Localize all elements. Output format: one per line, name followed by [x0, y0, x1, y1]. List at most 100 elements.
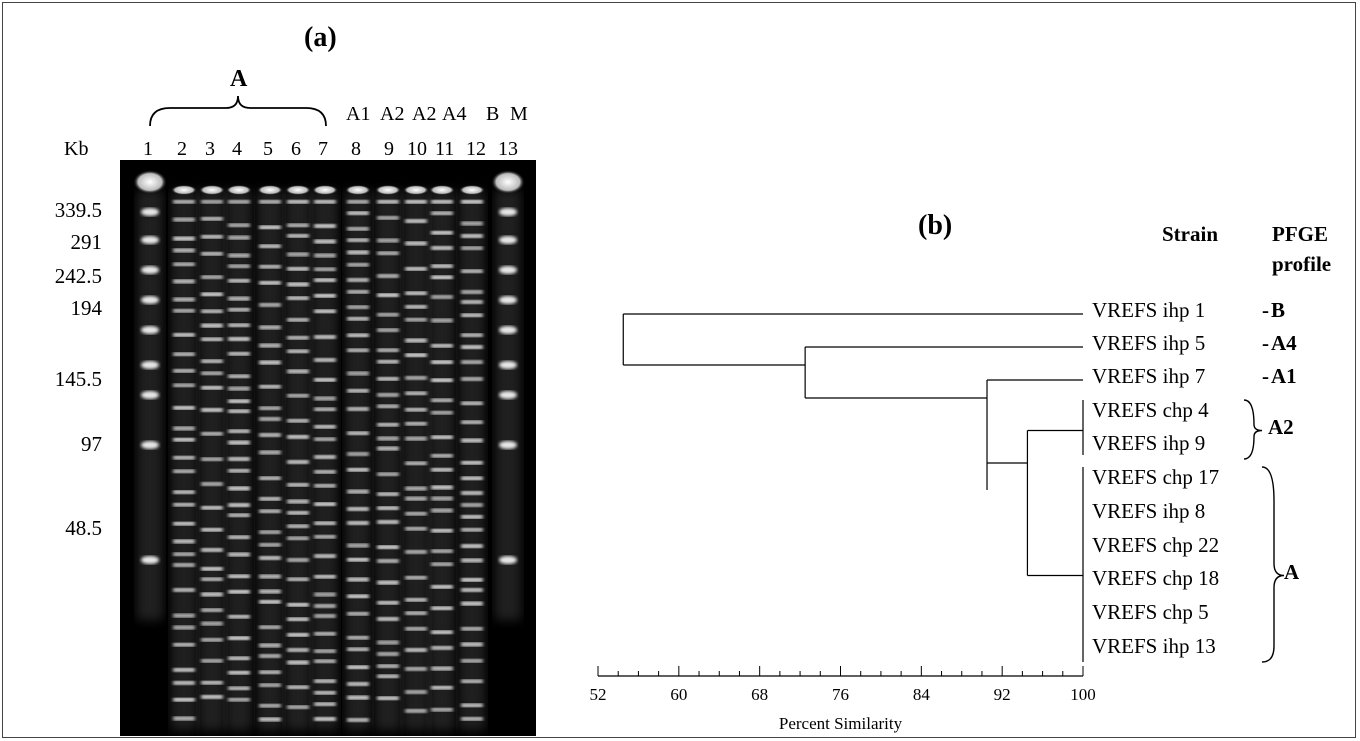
gel-band — [201, 292, 223, 297]
gel-band — [259, 264, 281, 269]
gel-band — [314, 649, 336, 653]
gel-band — [405, 353, 427, 357]
gel-band — [347, 647, 369, 652]
size-marker: 242.5 — [54, 264, 102, 288]
gel-band — [201, 431, 223, 436]
gel-band — [259, 433, 281, 437]
gel-band — [201, 680, 223, 685]
gel-band — [347, 543, 369, 548]
gel-band — [461, 626, 483, 631]
profile-header-line1: PFGE — [1272, 222, 1328, 246]
gel-band — [173, 333, 195, 337]
lane-number: 3 — [205, 138, 215, 160]
gel-band — [405, 219, 427, 223]
profile-dash: - — [1262, 298, 1269, 322]
gel-band — [405, 407, 427, 412]
lane-smear — [403, 190, 429, 730]
gel-band — [461, 588, 483, 592]
gel-well — [491, 170, 525, 194]
gel-band — [141, 441, 159, 449]
gel-band — [259, 360, 281, 365]
gel-band — [431, 666, 453, 671]
gel-band — [314, 239, 336, 244]
gel-band — [287, 460, 309, 464]
gel-band — [259, 543, 281, 547]
gel-band — [405, 598, 427, 602]
gel-band — [347, 718, 369, 722]
gel-band — [201, 408, 223, 412]
gel-band — [314, 396, 336, 401]
gel-band — [201, 200, 223, 204]
gel-band — [314, 690, 336, 695]
gel-band — [228, 429, 250, 433]
axis-label: Percent Similarity — [779, 714, 903, 733]
gel-band — [228, 574, 250, 579]
gel-band — [461, 420, 483, 424]
panel-a-label: (a) — [304, 22, 337, 53]
gel-band — [461, 438, 483, 443]
gel-band — [461, 476, 483, 481]
gel-band — [347, 389, 369, 393]
gel-band — [461, 300, 483, 304]
gel-band — [287, 617, 309, 621]
gel-band — [405, 575, 427, 580]
gel-band — [499, 556, 517, 564]
gel-band — [259, 225, 281, 230]
gel-well — [226, 185, 252, 195]
lane-top-label: B — [486, 103, 500, 125]
lane-number: 6 — [291, 138, 301, 160]
panel-b-label: (b) — [918, 210, 953, 241]
gel-band — [201, 577, 223, 582]
gel-band — [287, 393, 309, 398]
gel-band — [201, 506, 223, 510]
gel-band — [228, 337, 250, 341]
gel-band — [377, 422, 399, 427]
gel-band — [347, 250, 369, 255]
size-marker: 97 — [81, 432, 102, 456]
gel-band — [228, 503, 250, 507]
axis-tick-label: 84 — [913, 685, 931, 704]
gel-band — [347, 407, 369, 411]
gel-band — [431, 295, 453, 299]
axis-tick-label: 100 — [1070, 685, 1096, 704]
gel-band — [141, 326, 159, 334]
gel-well — [429, 185, 455, 195]
gel-band — [461, 679, 483, 684]
gel-band — [461, 527, 483, 532]
gel-band — [314, 679, 336, 683]
profile-text: B — [1271, 298, 1286, 322]
gel-band — [259, 703, 281, 708]
profile-label: -B — [1262, 298, 1285, 323]
gel-band — [405, 338, 427, 343]
gel-band — [287, 633, 309, 637]
gel-well — [133, 170, 167, 194]
gel-band — [377, 312, 399, 317]
gel-band — [405, 709, 427, 713]
gel-band — [499, 361, 517, 369]
gel-band — [347, 665, 369, 670]
gel-band — [287, 648, 309, 652]
gel-band — [259, 717, 281, 722]
gel-band — [347, 577, 369, 582]
size-marker: 145.5 — [54, 367, 102, 391]
gel-band — [461, 290, 483, 294]
gel-band — [173, 200, 195, 204]
gel-band — [405, 486, 427, 491]
gel-band — [141, 361, 159, 369]
gel-band — [259, 417, 281, 421]
gel-band — [173, 668, 195, 672]
gel-band — [173, 352, 195, 357]
gel-band — [377, 274, 399, 278]
gel-band — [201, 217, 223, 221]
gel-band — [461, 717, 483, 721]
gel-band — [201, 548, 223, 552]
gel-band — [259, 476, 281, 481]
gel-band — [259, 556, 281, 560]
gel-band — [228, 457, 250, 461]
gel-band — [405, 511, 427, 516]
gel-band — [228, 307, 250, 312]
gel-band — [431, 200, 453, 204]
gel-band — [431, 343, 453, 348]
gel-band — [287, 223, 309, 228]
gel-band — [347, 489, 369, 494]
